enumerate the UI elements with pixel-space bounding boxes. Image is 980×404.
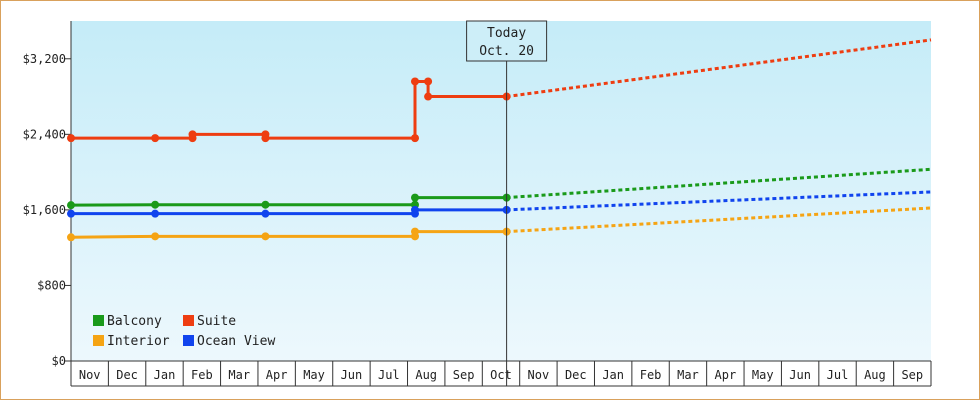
legend-swatch — [183, 335, 194, 346]
data-point — [67, 134, 75, 143]
legend-label: Interior — [107, 334, 170, 349]
month-label: Dec — [116, 368, 138, 382]
month-label: Sep — [453, 368, 475, 382]
series-interior — [67, 206, 932, 242]
data-point — [151, 200, 160, 209]
month-label: Apr — [715, 368, 737, 382]
data-point — [67, 201, 75, 210]
data-point — [67, 209, 75, 218]
month-label: Jun — [341, 368, 363, 382]
month-label: Jan — [602, 368, 624, 382]
forecast-line-ocean-view — [506, 190, 932, 212]
y-tick-label: $0 — [52, 354, 66, 368]
today-label: Today — [487, 26, 526, 41]
x-axis: Nov Dec Jan Feb Mar Apr May Jun Jul Aug Sep Oct Nov D… — [70, 360, 932, 387]
series-line-balcony — [70, 196, 507, 207]
legend-item: Ocean View — [183, 334, 275, 349]
month-label: Feb — [640, 368, 662, 382]
month-label: Mar — [228, 368, 250, 382]
month-label: Sep — [901, 368, 923, 382]
data-point — [411, 205, 419, 214]
data-point — [424, 77, 433, 86]
data-point — [411, 227, 419, 236]
data-point — [261, 134, 270, 143]
legend-item: Suite — [183, 314, 236, 329]
forecast-line-balcony — [506, 167, 932, 200]
series-line-interior — [70, 230, 507, 239]
forecast-line-interior — [506, 206, 932, 234]
data-point — [151, 209, 160, 218]
legend-swatch — [183, 315, 194, 326]
month-label: Jul — [378, 368, 400, 382]
legend-item: Interior — [93, 334, 170, 349]
data-point — [424, 92, 433, 101]
month-label: Mar — [677, 368, 699, 382]
today-marker: Today Oct. 20 — [466, 20, 548, 386]
series-ocean-view — [67, 190, 932, 218]
forecast-line-suite — [506, 38, 932, 99]
legend: Balcony Suite Interior Ocean View — [93, 314, 275, 349]
data-point — [151, 232, 160, 241]
month-label: Nov — [528, 368, 550, 382]
legend-swatch — [93, 315, 104, 326]
legend-item: Balcony — [93, 314, 162, 329]
data-point — [261, 232, 270, 241]
series-suite — [67, 38, 932, 143]
today-box — [466, 20, 548, 62]
series-line-ocean-view — [71, 208, 507, 216]
month-label: Jun — [789, 368, 811, 382]
data-point — [67, 233, 75, 242]
month-label: Apr — [266, 368, 288, 382]
month-label: Aug — [415, 368, 437, 382]
month-label: Jan — [154, 368, 176, 382]
y-tick-label: $1,600 — [23, 203, 66, 217]
data-point — [411, 193, 419, 202]
month-label: Oct — [490, 368, 512, 382]
data-point — [261, 200, 270, 209]
month-label: Jul — [827, 368, 849, 382]
data-point — [151, 134, 160, 143]
legend-label: Suite — [197, 314, 236, 329]
month-label: May — [303, 368, 325, 382]
month-label: Aug — [864, 368, 886, 382]
legend-label: Ocean View — [197, 334, 275, 349]
data-point — [411, 77, 419, 86]
legend-swatch — [93, 335, 104, 346]
series-balcony — [67, 167, 932, 210]
plot-background — [71, 21, 931, 361]
month-label: Feb — [191, 368, 213, 382]
month-label: Nov — [79, 368, 101, 382]
today-date: Oct. 20 — [479, 44, 534, 59]
series-layer — [67, 38, 932, 242]
month-label: Dec — [565, 368, 587, 382]
data-point — [188, 130, 197, 139]
data-point — [261, 209, 270, 218]
month-label: May — [752, 368, 774, 382]
legend-label: Balcony — [107, 314, 162, 329]
y-tick-label: $2,400 — [23, 127, 66, 141]
data-point — [411, 134, 419, 143]
y-axis: $0 $800 $1,600 $2,400 $3,200 — [23, 21, 72, 386]
y-tick-label: $800 — [37, 278, 66, 292]
y-tick-label: $3,200 — [23, 52, 66, 66]
